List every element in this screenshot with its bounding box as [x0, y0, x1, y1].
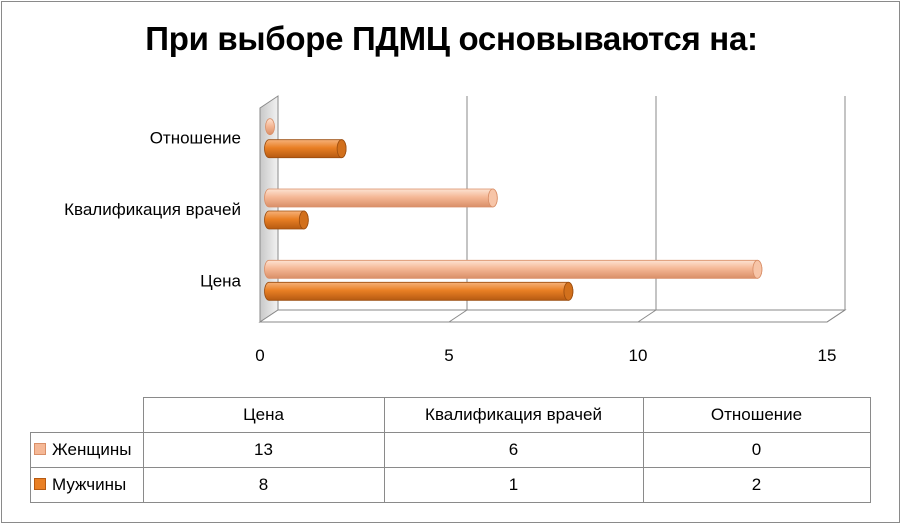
- data-table-cell: 8: [142, 467, 385, 503]
- category-label: Квалификация врачей: [64, 200, 241, 219]
- bar-men-body: [264, 139, 347, 159]
- legend-label-women: Женщины: [52, 440, 132, 459]
- x-tick-label: 0: [255, 346, 264, 365]
- legend-label-men: Мужчины: [52, 475, 127, 494]
- data-table-header-cell: Квалификация врачей: [383, 397, 644, 433]
- legend-key-women-icon: [34, 443, 46, 455]
- bar-women: [264, 259, 763, 279]
- bar-women-end-cap: [752, 259, 763, 279]
- data-table-header-row: Цена Квалификация врачей Отношение: [30, 397, 871, 433]
- x-tick-label: 5: [444, 346, 453, 365]
- gridline-floor: [637, 309, 657, 323]
- chart-title: При выборе ПДМЦ основываются на:: [145, 20, 758, 57]
- x-tick-label: 10: [629, 346, 648, 365]
- category-label: Отношение: [150, 129, 241, 148]
- gridline-floor: [448, 309, 468, 323]
- bar-women-body: [264, 259, 763, 279]
- data-table-row: Женщины 13 6 0: [30, 432, 871, 468]
- legend-key-men-icon: [34, 478, 46, 490]
- bar-women-body: [264, 188, 498, 208]
- x-tick-label: 15: [818, 346, 837, 365]
- data-table-cell: 13: [142, 432, 385, 468]
- bar-men: [264, 281, 574, 301]
- plot-floor: [258, 309, 847, 323]
- data-table-row-label: Женщины: [30, 432, 144, 468]
- data-table-cell: 0: [642, 432, 871, 468]
- data-table-header-cell: Цена: [142, 397, 385, 433]
- data-table-corner: [30, 397, 144, 433]
- bar-chart-plot: 0 5 10 15 Цена Квалификация врачей Отношение: [64, 95, 847, 365]
- bar-men-end-cap: [298, 210, 309, 230]
- bar-men-end-cap: [336, 139, 347, 159]
- bar-women-cap: [265, 118, 275, 136]
- bar-men: [264, 210, 309, 230]
- data-table-cell: 1: [383, 467, 644, 503]
- bar-men-body: [264, 281, 574, 301]
- category-label: Цена: [200, 271, 241, 290]
- bar-men-end-cap: [563, 281, 574, 301]
- data-table-header-cell: Отношение: [642, 397, 871, 433]
- data-table-row-label: Мужчины: [30, 467, 144, 503]
- data-table-row: Мужчины 8 1 2: [30, 467, 871, 503]
- data-table: Цена Квалификация врачей Отношение Женщи…: [30, 397, 871, 503]
- bar-women-end-cap: [487, 188, 498, 208]
- bar-men: [264, 139, 347, 159]
- gridline-floor: [826, 309, 846, 323]
- data-table-cell: 2: [642, 467, 871, 503]
- data-table-cell: 6: [383, 432, 644, 468]
- bar-women: [264, 188, 498, 208]
